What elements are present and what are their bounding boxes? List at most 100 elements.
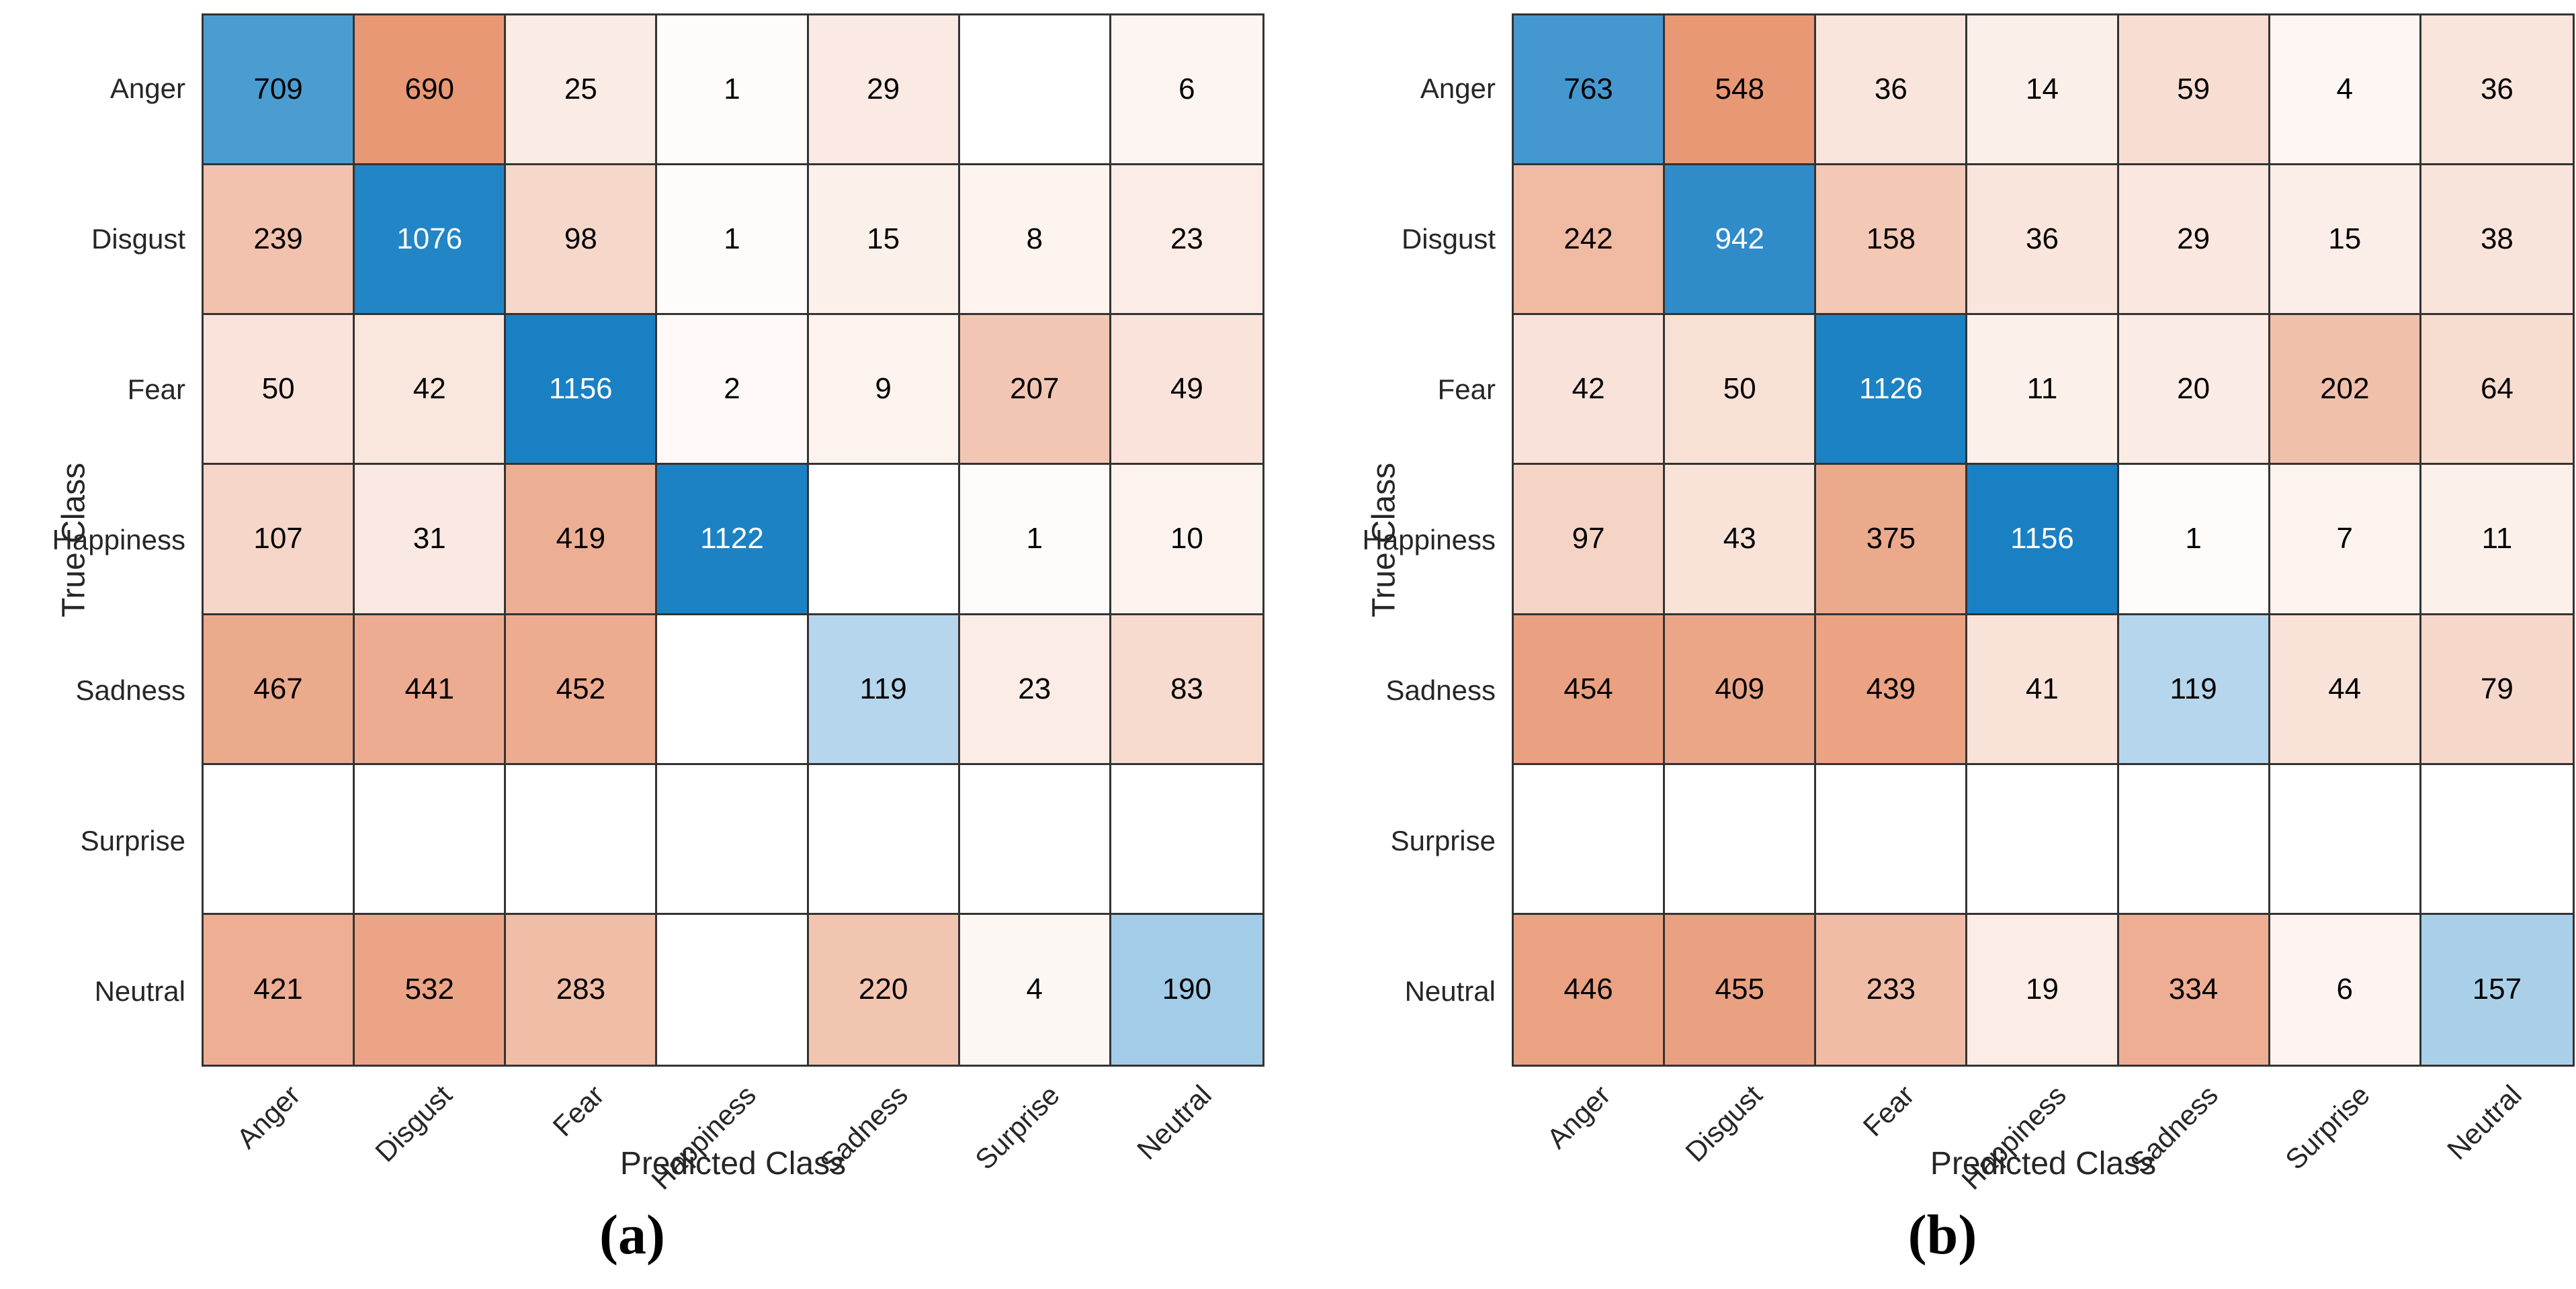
matrix-cell: 4 — [959, 914, 1111, 1065]
matrix-cell: 38 — [2421, 165, 2573, 316]
matrix-cell: 1 — [2118, 465, 2270, 615]
matrix-cell: 207 — [959, 315, 1111, 465]
matrix-cell: 15 — [808, 165, 960, 316]
y-tick-label: Happiness — [52, 524, 185, 555]
cell-value: 15 — [2328, 222, 2362, 256]
cell-value: 207 — [1010, 372, 1060, 406]
cell-value: 242 — [1563, 222, 1613, 256]
matrix-cell: 29 — [2118, 165, 2270, 316]
cell-value: 50 — [1723, 372, 1756, 406]
subfigure-caption-a: (a) — [599, 1204, 665, 1266]
cell-value: 8 — [1026, 222, 1043, 256]
matrix-cell — [657, 914, 809, 1065]
matrix-cell — [808, 465, 960, 615]
matrix-cell — [1816, 764, 1968, 915]
cell-value: 233 — [1866, 973, 1916, 1006]
y-tick-label: Fear — [127, 373, 185, 405]
matrix-cell: 157 — [2421, 914, 2573, 1065]
matrix-cell: 202 — [2270, 315, 2421, 465]
matrix-cell: 375 — [1816, 465, 1968, 615]
matrix-cell: 1156 — [506, 315, 658, 465]
matrix-cell: 158 — [1816, 165, 1968, 316]
y-tick-label: Anger — [110, 73, 185, 104]
matrix-cell: 1126 — [1816, 315, 1968, 465]
matrix-cell: 44 — [2270, 615, 2421, 765]
matrix-cell: 421 — [204, 914, 355, 1065]
matrix-cell — [204, 764, 355, 915]
y-tick-label: Happiness — [1362, 524, 1496, 555]
matrix-cell: 36 — [2421, 15, 2573, 166]
cell-value: 11 — [2481, 522, 2513, 555]
cell-value: 239 — [253, 222, 303, 256]
matrix-cell — [1514, 764, 1666, 915]
matrix-cell: 6 — [2270, 914, 2421, 1065]
matrix-cell: 1122 — [657, 465, 809, 615]
matrix-cell: 190 — [1111, 914, 1262, 1065]
matrix-cell: 1 — [657, 15, 809, 166]
cell-value: 7 — [2336, 522, 2354, 555]
cell-value: 29 — [867, 73, 900, 106]
matrix-cell: 23 — [959, 615, 1111, 765]
matrix-cell: 119 — [2118, 615, 2270, 765]
matrix-cell — [808, 764, 960, 915]
matrix-cell: 419 — [506, 465, 658, 615]
matrix-cell: 8 — [959, 165, 1111, 316]
matrix-cell: 1156 — [1967, 465, 2119, 615]
matrix-cell: 446 — [1514, 914, 1666, 1065]
matrix-cell: 119 — [808, 615, 960, 765]
cell-value: 119 — [2170, 672, 2217, 705]
cell-value: 190 — [1162, 973, 1212, 1006]
cell-value: 43 — [1723, 522, 1756, 555]
cell-value: 439 — [1866, 672, 1916, 705]
matrix-cell — [2421, 764, 2573, 915]
matrix-cell — [959, 15, 1111, 166]
cell-value: 29 — [2177, 222, 2210, 256]
matrix-cell: 4 — [2270, 15, 2421, 166]
cell-value: 14 — [2026, 73, 2059, 106]
matrix-cell: 64 — [2421, 315, 2573, 465]
cell-value: 548 — [1715, 73, 1764, 106]
cell-value: 50 — [261, 372, 295, 406]
y-tick-label: Surprise — [1390, 825, 1496, 856]
matrix-cell: 7 — [2270, 465, 2421, 615]
matrix-cell: 42 — [355, 315, 507, 465]
matrix-cell: 49 — [1111, 315, 1262, 465]
cell-value: 334 — [2168, 973, 2219, 1006]
cell-value: 98 — [564, 222, 597, 256]
cell-value: 467 — [253, 672, 303, 705]
confusion-grid-a: 709 690 25 1 29 6 239 1076 98 1 15 8 23 50 42 1156 2 9 207… — [202, 13, 1264, 1067]
matrix-cell: 2 — [657, 315, 809, 465]
y-tick-label: Disgust — [1401, 223, 1496, 255]
cell-value: 441 — [404, 672, 454, 705]
matrix-cell: 452 — [506, 615, 658, 765]
matrix-cell — [1967, 764, 2119, 915]
cell-value: 23 — [1170, 222, 1203, 256]
matrix-cell: 439 — [1816, 615, 1968, 765]
matrix-cell: 107 — [204, 465, 355, 615]
cell-value: 532 — [404, 973, 454, 1006]
matrix-cell: 19 — [1967, 914, 2119, 1065]
x-axis-label: Predicted Class — [619, 1146, 847, 1182]
matrix-cell: 1 — [959, 465, 1111, 615]
cell-value: 15 — [867, 222, 900, 256]
cell-value: 1 — [724, 222, 740, 256]
cell-value: 763 — [1563, 73, 1613, 106]
cell-value: 6 — [1178, 73, 1195, 106]
matrix-cell: 11 — [2421, 465, 2573, 615]
matrix-cell: 97 — [1514, 465, 1666, 615]
matrix-cell — [1665, 764, 1817, 915]
matrix-cell: 1076 — [355, 165, 507, 316]
cell-value: 454 — [1563, 672, 1613, 705]
cell-value: 157 — [2472, 973, 2522, 1006]
matrix-cell: 23 — [1111, 165, 1262, 316]
matrix-cell — [2118, 764, 2270, 915]
cell-value: 97 — [1572, 522, 1605, 555]
matrix-cell: 441 — [355, 615, 507, 765]
matrix-cell: 690 — [355, 15, 507, 166]
matrix-cell: 29 — [808, 15, 960, 166]
cell-value: 1156 — [2010, 522, 2074, 555]
matrix-cell: 25 — [506, 15, 658, 166]
cell-value: 36 — [2026, 222, 2059, 256]
cell-value: 41 — [2026, 672, 2059, 705]
